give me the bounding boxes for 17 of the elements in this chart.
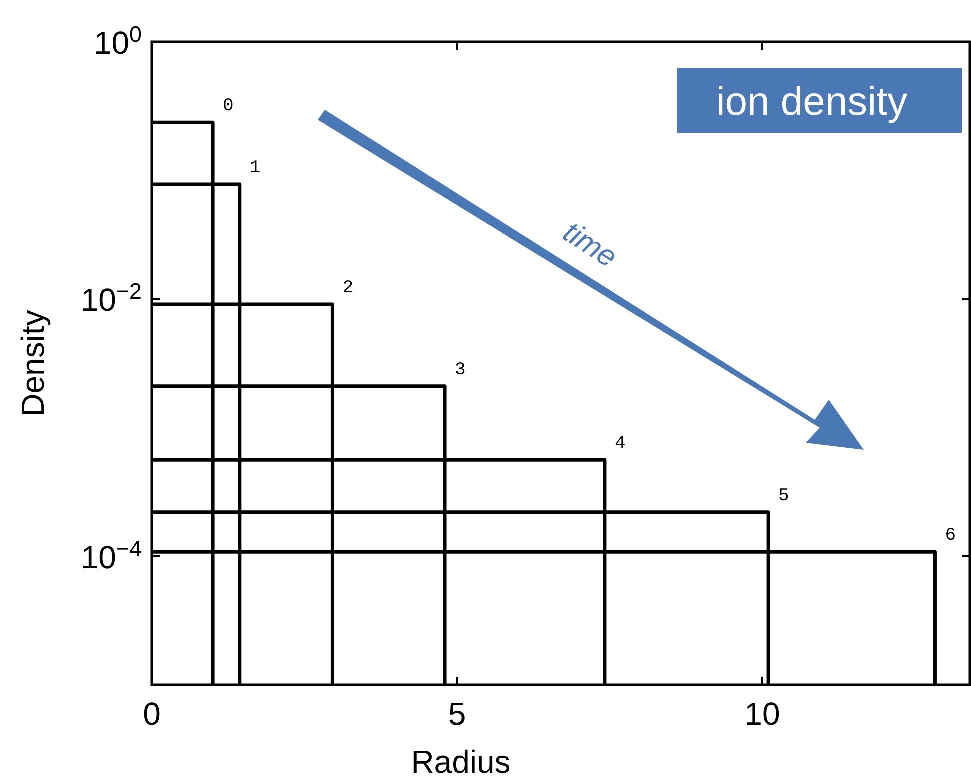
series-label: 3 — [455, 360, 466, 380]
x-axis-title: Radius — [411, 744, 511, 778]
series-label: 6 — [945, 526, 956, 546]
series-label: 5 — [778, 486, 790, 506]
series-label: 1 — [250, 158, 261, 178]
y-axis-title: Density — [15, 310, 51, 417]
x-tick-label: 5 — [448, 696, 466, 732]
y-tick-label: 10$^{−4}$ — [80, 536, 142, 576]
y-tick-label: 10$^{−2}$ — [80, 278, 142, 318]
series-label: 0 — [223, 96, 234, 117]
x-tick-label: 10 — [744, 696, 780, 732]
series-label: 4 — [614, 434, 626, 454]
annotation: ion density — [716, 80, 908, 124]
y-tick-label: 10$^{0}$ — [94, 22, 142, 61]
x-tick-label: 0 — [143, 696, 161, 732]
annotation: time — [557, 216, 623, 274]
series-label: 2 — [342, 278, 354, 298]
